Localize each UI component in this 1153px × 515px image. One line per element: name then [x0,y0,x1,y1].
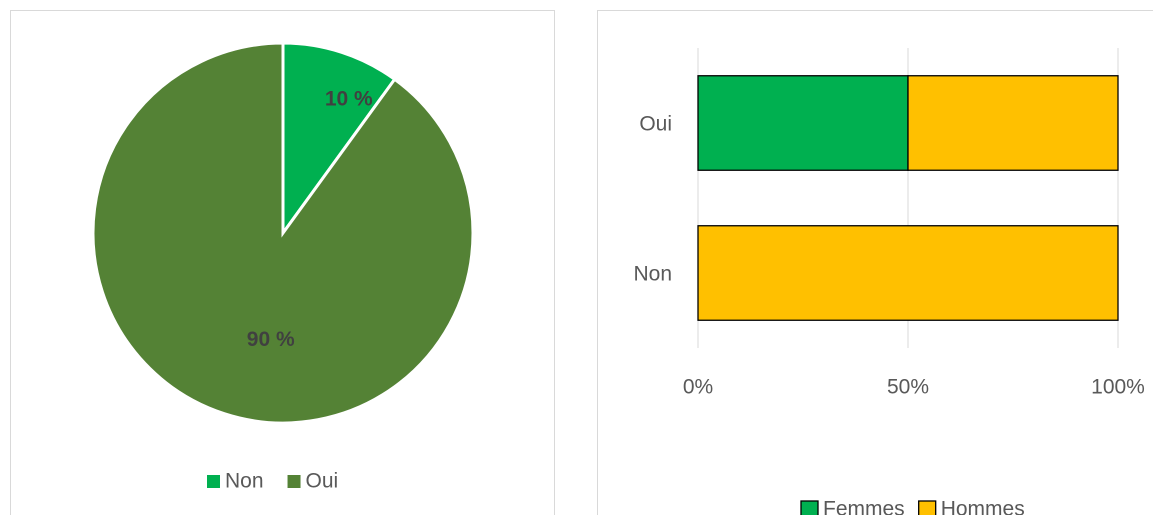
data-label: 90 % [247,328,295,351]
legend-label: Hommes [941,498,1025,515]
x-tick-label: 50% [887,376,929,399]
data-label: 10 % [325,88,373,111]
pie-slice [281,41,397,238]
legend-label: Femmes [823,498,905,515]
pie-slice [91,41,475,425]
y-tick-label: Oui [639,113,672,136]
legend-label: Non [225,470,264,493]
bar-segment [697,225,1119,321]
legend-swatch [918,500,937,515]
legend-label: Oui [306,470,339,493]
bar-segment [697,75,909,171]
x-tick-label: 0% [683,376,713,399]
x-tick-label: 100% [1091,376,1145,399]
legend-swatch [287,475,301,488]
legend-swatch [800,500,819,515]
legend-swatch [207,475,220,488]
bar-segment [907,75,1119,171]
y-tick-label: Non [633,263,672,286]
